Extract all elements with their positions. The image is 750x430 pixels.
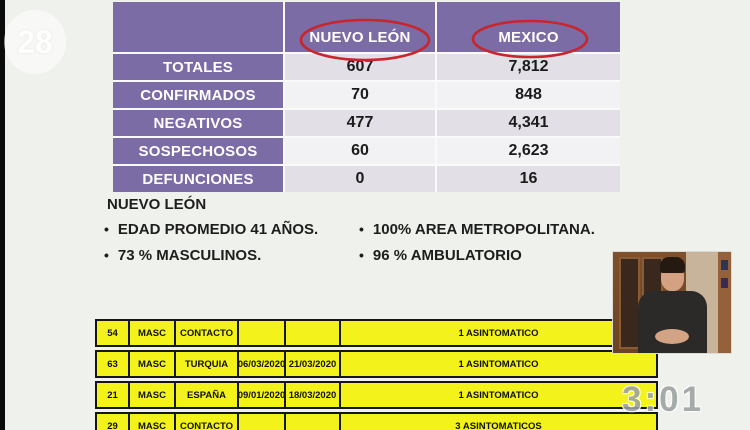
note-masculinos: • 73 % MASCULINOS. bbox=[104, 242, 318, 268]
sign-language-interpreter-video bbox=[612, 251, 732, 354]
case-date1 bbox=[239, 414, 284, 430]
stats-value-negativos-mexico: 4,341 bbox=[437, 110, 620, 136]
bullet-icon: • bbox=[359, 247, 364, 263]
interpreter-head bbox=[660, 257, 685, 293]
note-edad-promedio: • EDAD PROMEDIO 41 AÑOS. bbox=[104, 216, 318, 242]
case-origin: CONTACTO bbox=[176, 414, 237, 430]
case-row: 63 MASC TURQUIA 06/03/2020 21/03/2020 1 … bbox=[95, 350, 658, 378]
case-date1: 09/01/2020 bbox=[238, 383, 285, 407]
stats-header-empty-cell bbox=[113, 2, 283, 52]
stats-row-label-sospechosos: SOSPECHOSOS bbox=[113, 138, 283, 164]
stats-row-label-totales: TOTALES bbox=[113, 54, 283, 80]
bullet-icon: • bbox=[104, 221, 109, 237]
stats-header-mexico: MEXICO bbox=[437, 2, 620, 52]
note-text: 100% AREA METROPOLITANA. bbox=[372, 220, 595, 238]
case-status: 3 ASINTOMATICOS bbox=[341, 414, 656, 430]
case-age: 54 bbox=[97, 321, 128, 345]
case-origin: TURQUIA bbox=[176, 352, 237, 376]
bullet-icon: • bbox=[104, 247, 109, 263]
case-age: 21 bbox=[97, 383, 128, 407]
case-date2 bbox=[286, 414, 339, 430]
interpreter-hands bbox=[655, 329, 689, 344]
note-ambulatorio: • 96 % AMBULATORIO bbox=[359, 242, 595, 268]
left-edge-bar bbox=[0, 0, 5, 430]
case-status: 1 ASINTOMATICO bbox=[341, 352, 656, 376]
stats-value-defunciones-nuevo-leon: 0 bbox=[285, 166, 435, 192]
stats-value-totales-nuevo-leon: 607 bbox=[285, 54, 435, 80]
stats-row-label-negativos: NEGATIVOS bbox=[113, 110, 283, 136]
case-sex: MASC bbox=[130, 321, 174, 345]
stats-value-defunciones-mexico: 16 bbox=[437, 166, 620, 192]
case-sex: MASC bbox=[130, 383, 174, 407]
stats-value-sospechosos-mexico: 2,623 bbox=[437, 138, 620, 164]
stats-value-negativos-nuevo-leon: 477 bbox=[285, 110, 435, 136]
stats-row-label-confirmados: CONFIRMADOS bbox=[113, 82, 283, 108]
notes-left-column: • EDAD PROMEDIO 41 AÑOS. • 73 % MASCULIN… bbox=[104, 216, 318, 268]
cabinet-glass-panel bbox=[619, 257, 640, 349]
case-age: 63 bbox=[97, 352, 128, 376]
case-row: 54 MASC CONTACTO 1 ASINTOMATICO bbox=[95, 319, 658, 347]
stats-value-confirmados-mexico: 848 bbox=[437, 82, 620, 108]
stats-value-sospechosos-nuevo-leon: 60 bbox=[285, 138, 435, 164]
case-sex: MASC bbox=[130, 352, 174, 376]
cases-table: 54 MASC CONTACTO 1 ASINTOMATICO 63 MASC … bbox=[95, 319, 658, 430]
notes-heading: NUEVO LEÓN bbox=[107, 196, 207, 213]
case-age: 29 bbox=[97, 414, 128, 430]
case-status: 1 ASINTOMATICO bbox=[341, 383, 656, 407]
case-date2 bbox=[286, 321, 339, 345]
case-origin: ESPAÑA bbox=[176, 383, 237, 407]
stats-table: NUEVO LEÓN MEXICO TOTALES 607 7,812 CONF… bbox=[113, 2, 620, 192]
case-row: 21 MASC ESPAÑA 09/01/2020 18/03/2020 1 A… bbox=[95, 381, 658, 409]
note-text: 96 % AMBULATORIO bbox=[372, 246, 522, 264]
stats-header-nuevo-leon: NUEVO LEÓN bbox=[285, 2, 435, 52]
timestamp-overlay: 3:01 bbox=[622, 380, 705, 419]
case-date2: 21/03/2020 bbox=[286, 352, 339, 376]
stats-row-label-defunciones: DEFUNCIONES bbox=[113, 166, 283, 192]
channel-logo-watermark: 28 bbox=[4, 10, 66, 74]
stats-value-confirmados-nuevo-leon: 70 bbox=[285, 82, 435, 108]
stats-value-totales-mexico: 7,812 bbox=[437, 54, 620, 80]
case-sex: MASC bbox=[130, 414, 174, 430]
channel-logo-text: 28 bbox=[17, 23, 53, 60]
case-date1: 06/03/2020 bbox=[238, 352, 285, 376]
note-area-metropolitana: • 100% AREA METROPOLITANA. bbox=[359, 216, 595, 242]
case-row: 29 MASC CONTACTO 3 ASINTOMATICOS bbox=[95, 412, 658, 430]
note-text: EDAD PROMEDIO 41 AÑOS. bbox=[117, 220, 319, 238]
case-date2: 18/03/2020 bbox=[286, 383, 339, 407]
interpreter-hair bbox=[660, 257, 685, 273]
case-date1 bbox=[239, 321, 284, 345]
case-status: 1 ASINTOMATICO bbox=[341, 321, 656, 345]
case-origin: CONTACTO bbox=[176, 321, 237, 345]
note-text: 73 % MASCULINOS. bbox=[117, 246, 262, 264]
bullet-icon: • bbox=[359, 221, 364, 237]
notes-right-column: • 100% AREA METROPOLITANA. • 96 % AMBULA… bbox=[359, 216, 595, 268]
cabinet-side bbox=[718, 252, 731, 353]
